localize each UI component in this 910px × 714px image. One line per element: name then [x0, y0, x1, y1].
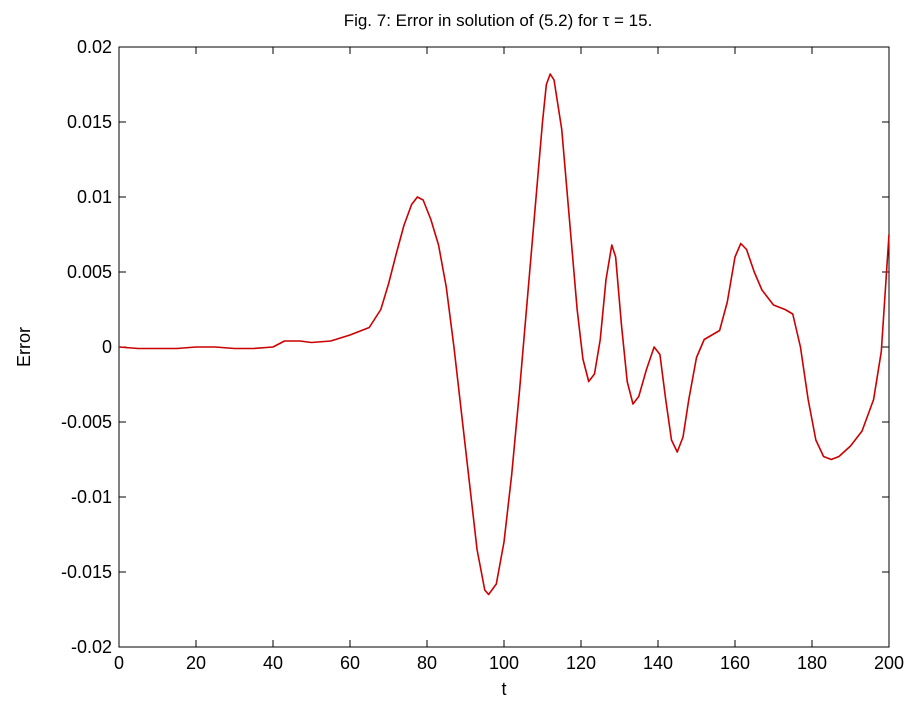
y-tick-label: 0 [102, 337, 112, 357]
x-axis-label: t [501, 679, 506, 699]
x-tick-label: 60 [340, 653, 360, 673]
y-tick-label: -0.015 [61, 562, 112, 582]
y-tick-label: -0.02 [71, 637, 112, 657]
y-axis-label: Error [14, 327, 34, 367]
y-tick-label: -0.01 [71, 487, 112, 507]
x-tick-label: 180 [797, 653, 827, 673]
x-axis-ticks: 0 20 40 60 80 100 120 140 160 180 200 [114, 47, 904, 673]
x-tick-label: 200 [874, 653, 904, 673]
x-tick-label: 140 [643, 653, 673, 673]
x-tick-label: 40 [263, 653, 283, 673]
x-tick-label: 120 [566, 653, 596, 673]
y-tick-label: 0.02 [77, 37, 112, 57]
x-tick-label: 100 [489, 653, 519, 673]
y-tick-label: 0.005 [67, 262, 112, 282]
x-tick-label: 80 [417, 653, 437, 673]
x-tick-label: 0 [114, 653, 124, 673]
x-tick-label: 20 [186, 653, 206, 673]
y-axis-ticks: -0.02 -0.015 -0.01 -0.005 0 0.005 0.01 0.015 0.0… [61, 37, 889, 657]
error-series-line [118, 73, 890, 596]
series-layer [118, 73, 890, 596]
y-tick-label: -0.005 [61, 412, 112, 432]
chart-title: Fig. 7: Error in solution of (5.2) for τ… [344, 11, 653, 30]
y-tick-label: 0.015 [67, 112, 112, 132]
y-tick-label: 0.01 [77, 187, 112, 207]
plot-frame [118, 46, 890, 648]
x-tick-label: 160 [720, 653, 750, 673]
